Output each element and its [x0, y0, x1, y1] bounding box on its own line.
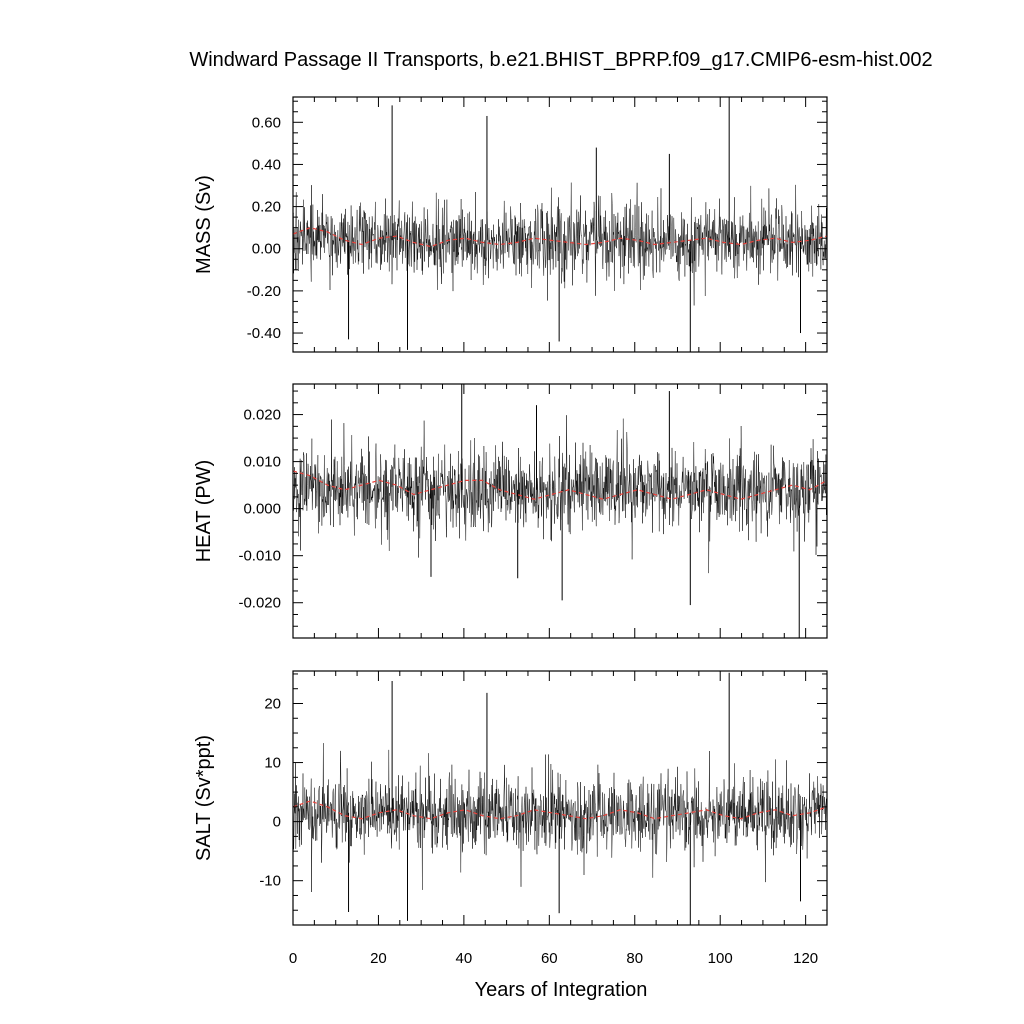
y-tick-label-heat: 0.000: [243, 501, 281, 518]
y-tick-label-heat: -0.010: [238, 548, 281, 565]
figure-title: Windward Passage II Transports, b.e21.BH…: [189, 49, 932, 71]
y-tick-label-heat: 0.010: [243, 454, 281, 471]
series-line-mass-running-mean: [292, 227, 828, 248]
x-axis-label: Years of Integration: [475, 979, 648, 1001]
y-tick-label-salt: 10: [264, 755, 281, 772]
y-tick-label-salt: 0: [273, 814, 281, 831]
y-axis-label-mass: MASS (Sv): [193, 175, 215, 274]
y-tick-label-mass: 0.00: [252, 241, 281, 258]
series-line-mass-monthly: [292, 182, 828, 306]
plot-frame-salt: [292, 670, 828, 926]
y-tick-label-heat: 0.020: [243, 407, 281, 424]
y-tick-label-mass: -0.20: [247, 283, 281, 300]
series-line-heat-monthly: [292, 415, 828, 574]
x-tick-label: 20: [370, 950, 387, 967]
series-line-salt-running-mean: [292, 800, 828, 820]
y-tick-label-salt: 20: [264, 695, 281, 712]
panels-group: -0.40 -0.20 0.00 0.20 0.40 0.60 MASS (Sv) -0.02…: [193, 96, 828, 967]
series-line-salt-monthly: [292, 743, 828, 893]
x-tick-label: 40: [456, 950, 473, 967]
x-tick-label: 120: [793, 950, 818, 967]
plot-frame-heat: [292, 383, 828, 639]
y-tick-label-mass: 0.20: [252, 199, 281, 216]
plot-frame-mass: [292, 96, 828, 353]
y-tick-label-heat: -0.020: [238, 595, 281, 612]
x-tick-label: 0: [289, 950, 297, 967]
y-axis-label-heat: HEAT (PW): [193, 460, 215, 563]
y-axis-label-salt: SALT (Sv*ppt): [193, 735, 215, 861]
x-tick-label: 80: [626, 950, 643, 967]
y-tick-label-mass: 0.60: [252, 114, 281, 131]
x-tick-label: 100: [708, 950, 733, 967]
y-tick-label-mass: 0.40: [252, 156, 281, 173]
y-tick-label-mass: -0.40: [247, 325, 281, 342]
x-tick-label: 60: [541, 950, 558, 967]
series-line-heat-running-mean: [292, 470, 828, 500]
y-tick-label-salt: -10: [259, 873, 281, 890]
